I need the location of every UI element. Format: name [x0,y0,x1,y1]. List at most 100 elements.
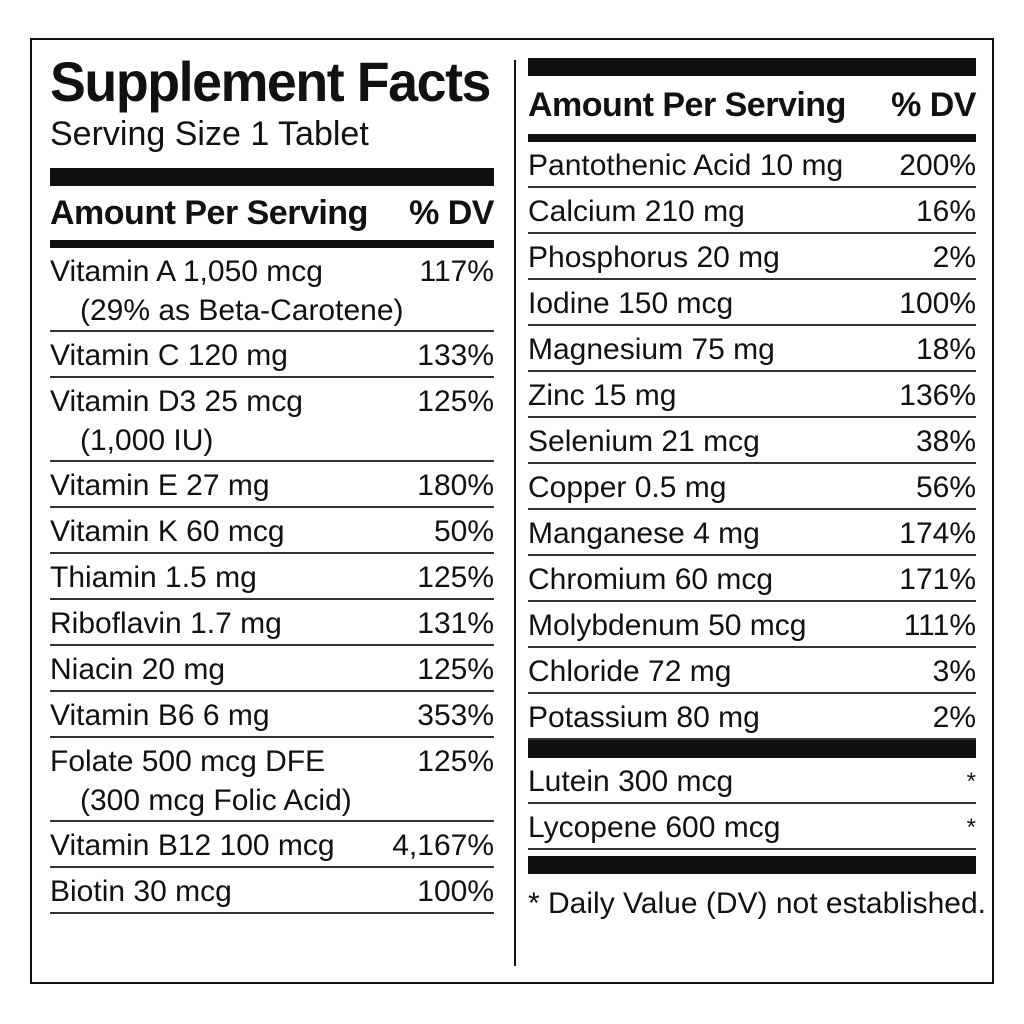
nutrient-name: Niacin 20 mg [50,653,226,686]
nutrient-row-main: Manganese 4 mg 174% [528,514,976,554]
nutrient-dv: 353% [417,699,494,732]
nutrient-row-main: Vitamin K 60 mcg 50% [50,512,494,552]
nutrient-name: Chromium 60 mcg [528,563,774,596]
nutrient-dv: 125% [417,653,494,686]
nutrient-dv: 180% [417,469,494,502]
nutrient-row-main: Riboflavin 1.7 mg 131% [50,604,494,644]
dv-label: % DV [891,86,976,124]
nutrient-row-main: Chloride 72 mg 3% [528,652,976,692]
nutrient-name: Vitamin C 120 mg [50,339,288,372]
dv-label: % DV [409,194,494,232]
nutrient-row: Folate 500 mcg DFE 125% (300 mcg Folic Aci… [50,738,494,822]
nutrient-row: Lycopene 600 mcg * [528,804,976,850]
nutrient-name: Magnesium 75 mg [528,333,775,366]
nutrient-row: Thiamin 1.5 mg 125% [50,554,494,600]
nutrient-name: Vitamin A 1,050 mcg [50,255,323,288]
nutrient-dv: 2% [932,241,976,274]
nutrient-row: Selenium 21 mcg 38% [528,418,976,464]
nutrient-row: Zinc 15 mg 136% [528,372,976,418]
panel-title: Supplement Facts [50,50,491,113]
nutrient-row: Chloride 72 mg 3% [528,648,976,694]
nutrient-row-main: Biotin 30 mcg 100% [50,872,494,912]
nutrient-row-main: Copper 0.5 mg 56% [528,468,976,508]
footnote: * Daily Value (DV) not established. [528,887,986,920]
right-column: Amount Per Serving % DV Pantothenic Acid… [528,40,986,924]
serving-size: Serving Size 1 Tablet [50,115,369,153]
medium-rule [50,240,494,248]
nutrient-dv: 133% [417,339,494,372]
column-divider [514,60,516,966]
nutrient-row: Vitamin K 60 mcg 50% [50,508,494,554]
supplement-facts-panel: Supplement Facts Serving Size 1 Tablet A… [30,38,994,984]
nutrient-row-main: Pantothenic Acid 10 mg 200% [528,146,976,186]
thick-rule [528,856,976,874]
nutrient-name: Biotin 30 mcg [50,875,232,908]
nutrient-row-main: Folate 500 mcg DFE 125% [50,742,494,782]
nutrient-dv: 117% [419,255,494,288]
nutrient-name: Zinc 15 mg [528,379,677,412]
nutrient-name: Copper 0.5 mg [528,471,727,504]
nutrient-subtext: (300 mcg Folic Acid) [80,784,352,817]
nutrient-name: Vitamin K 60 mcg [50,515,285,548]
nutrient-row: Vitamin B6 6 mg 353% [50,692,494,738]
nutrient-dv: 125% [417,561,494,594]
nutrient-row-main: Lycopene 600 mcg * [528,808,976,848]
nutrient-dv: 100% [417,875,494,908]
nutrient-name: Selenium 21 mcg [528,425,760,458]
nutrient-row: Pantothenic Acid 10 mg 200% [528,142,976,188]
nutrient-row: Lutein 300 mcg * [528,758,976,804]
nutrient-row-main: Vitamin B12 100 mcg 4,167% [50,826,494,866]
nutrient-list-left: Vitamin A 1,050 mcg 117% (29% as Beta-Caro… [50,248,494,914]
nutrient-name: Vitamin B6 6 mg [50,699,270,732]
nutrient-row-main: Thiamin 1.5 mg 125% [50,558,494,598]
nutrient-dv: * [966,814,976,841]
left-column: Supplement Facts Serving Size 1 Tablet A… [50,40,494,914]
nutrient-name: Phosphorus 20 mg [528,241,780,274]
thick-rule [50,168,494,186]
nutrient-row-main: Iodine 150 mcg 100% [528,284,976,324]
thick-rule [528,740,976,758]
amount-per-serving-label: Amount Per Serving [528,86,846,124]
nutrient-row: Potassium 80 mg 2% [528,694,976,740]
column-header: Amount Per Serving % DV [528,76,976,134]
nutrient-row: Riboflavin 1.7 mg 131% [50,600,494,646]
nutrient-row-main: Selenium 21 mcg 38% [528,422,976,462]
nutrient-dv: 4,167% [392,829,494,862]
nutrient-dv: 3% [932,655,976,688]
nutrient-row: Iodine 150 mcg 100% [528,280,976,326]
nutrient-name: Molybdenum 50 mcg [528,609,807,642]
nutrient-row: Chromium 60 mcg 171% [528,556,976,602]
nutrient-dv: 18% [915,333,976,366]
nutrient-row-main: Vitamin E 27 mg 180% [50,466,494,506]
nutrient-row: Vitamin B12 100 mcg 4,167% [50,822,494,868]
other-ingredients-list: Lutein 300 mcg * Lycopene 600 mcg * [528,758,976,850]
nutrient-dv: 50% [433,515,494,548]
nutrient-subtext: (1,000 IU) [80,424,214,457]
nutrient-dv: 125% [417,745,494,778]
nutrient-row: Vitamin E 27 mg 180% [50,462,494,508]
nutrient-name: Chloride 72 mg [528,655,732,688]
nutrient-dv: 56% [915,471,976,504]
nutrient-dv: 136% [899,379,976,412]
nutrient-name: Vitamin D3 25 mcg [50,385,303,418]
nutrient-name: Iodine 150 mcg [528,287,734,320]
nutrient-row: Magnesium 75 mg 18% [528,326,976,372]
thick-rule [528,58,976,76]
nutrient-row-main: Vitamin A 1,050 mcg 117% [50,252,494,292]
nutrient-row: Vitamin D3 25 mcg 125% (1,000 IU) [50,378,494,462]
nutrient-row-main: Phosphorus 20 mg 2% [528,238,976,278]
nutrient-name: Riboflavin 1.7 mg [50,607,282,640]
amount-per-serving-label: Amount Per Serving [50,194,368,232]
nutrient-dv: 131% [417,607,494,640]
nutrient-dv: 125% [417,385,494,418]
nutrient-row-main: Molybdenum 50 mcg 111% [528,606,976,646]
nutrient-row-main: Potassium 80 mg 2% [528,698,976,738]
nutrient-dv: 200% [899,149,976,182]
nutrient-dv: * [966,768,976,795]
nutrient-dv: 16% [915,195,976,228]
nutrient-name: Pantothenic Acid 10 mg [528,149,844,182]
medium-rule [528,134,976,142]
nutrient-dv: 100% [899,287,976,320]
nutrient-row-main: Lutein 300 mcg * [528,762,976,802]
nutrient-name: Thiamin 1.5 mg [50,561,257,594]
